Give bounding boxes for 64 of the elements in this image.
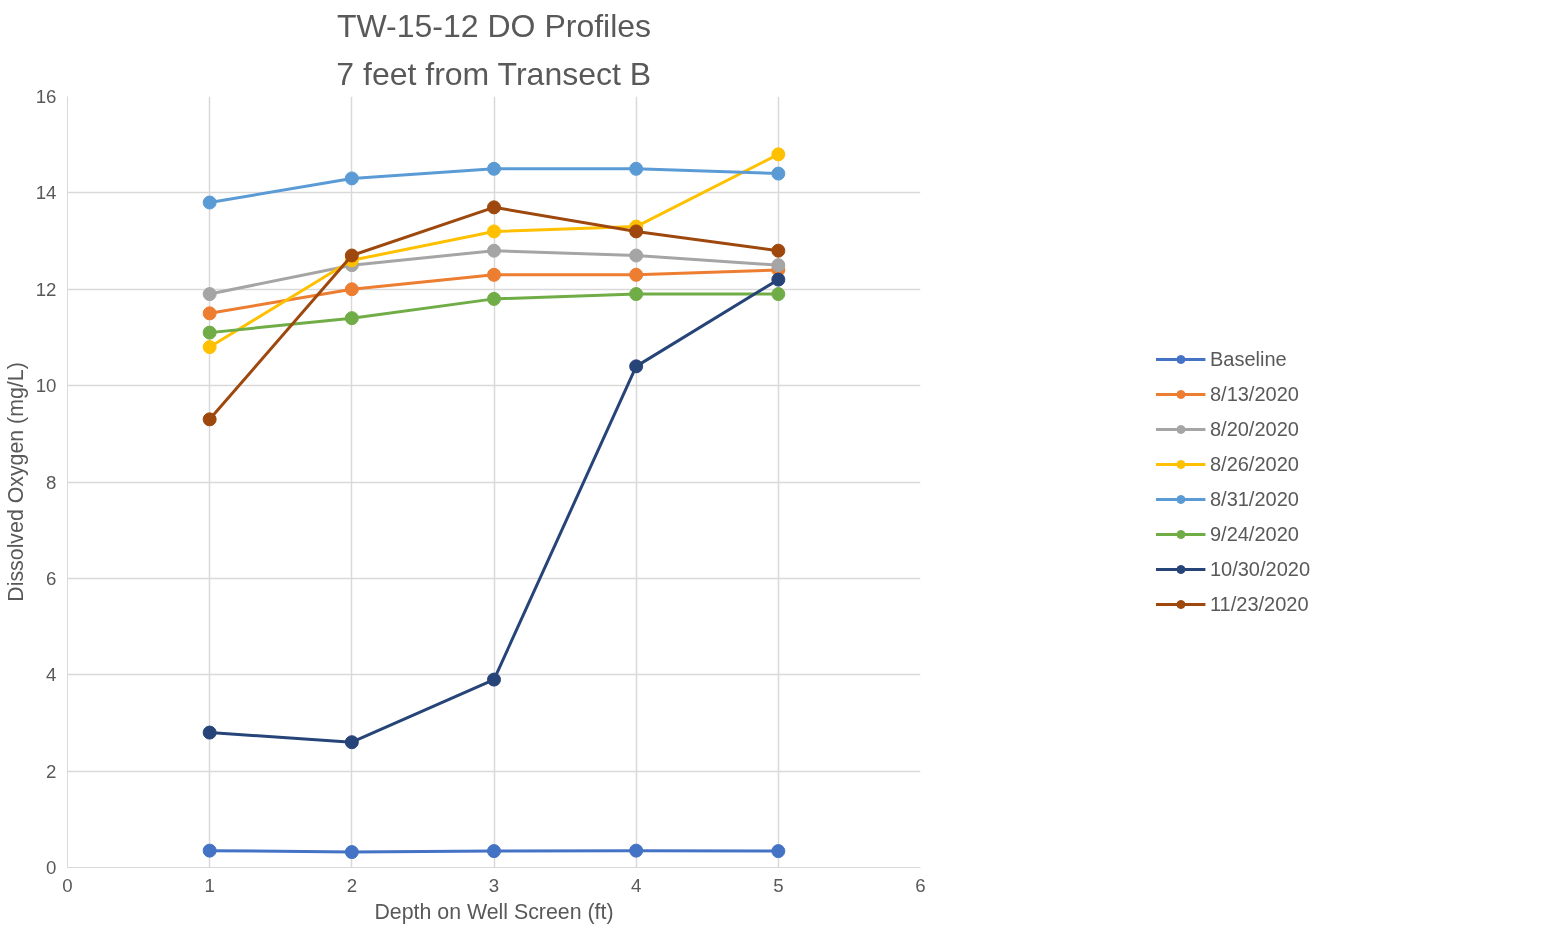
point [202, 340, 217, 355]
point [629, 359, 644, 374]
y-tick-label: 14 [35, 182, 57, 204]
legend-label: 9/24/2020 [1209, 522, 1299, 546]
x-tick-label: 2 [346, 874, 358, 896]
legend-label: 11/23/2020 [1209, 592, 1309, 616]
legend-label: 8/26/2020 [1209, 452, 1299, 476]
point [344, 735, 359, 750]
point [771, 147, 786, 162]
y-tick-label: 4 [46, 664, 57, 686]
point [487, 267, 501, 282]
chart-title: TW-15-12 DO Profiles [336, 7, 652, 44]
x-axis-title: Depth on Well Screen (ft) [374, 899, 614, 924]
y-tick-label: 6 [46, 567, 57, 589]
x-tick-label: 6 [915, 874, 926, 896]
legend-label: Baseline [1209, 347, 1287, 371]
point [487, 672, 501, 687]
point [629, 224, 644, 239]
x-tick-label: 1 [204, 874, 215, 896]
point [487, 243, 501, 258]
point [344, 282, 359, 297]
point [629, 287, 644, 302]
y-tick-label: 16 [35, 86, 57, 107]
y-axis-title: Dissolved Oxygen (mg/L) [3, 362, 28, 602]
y-tick-label: 2 [46, 760, 57, 782]
point [629, 248, 644, 263]
point [202, 287, 217, 302]
point [771, 243, 786, 258]
point [771, 166, 786, 181]
point [202, 412, 217, 427]
x-tick-label: 4 [630, 874, 642, 896]
point [202, 306, 217, 321]
point [771, 287, 786, 302]
x-tick-label: 3 [488, 874, 500, 896]
x-tick-label: 5 [773, 874, 784, 896]
legend-label: 8/13/2020 [1209, 382, 1299, 406]
point [487, 161, 501, 176]
point [771, 844, 786, 859]
chart-subtitle: 7 feet from Transect B [336, 55, 652, 92]
point [487, 224, 501, 239]
point [344, 311, 359, 326]
legend-label: 8/31/2020 [1209, 487, 1299, 511]
point [202, 325, 217, 340]
legend-label: 8/20/2020 [1209, 417, 1299, 441]
point [771, 272, 786, 287]
y-tick-label: 0 [46, 857, 57, 878]
point [629, 843, 644, 858]
x-tick-label: 0 [62, 874, 73, 896]
point [344, 248, 359, 263]
point [629, 267, 644, 282]
point [487, 200, 501, 215]
point [202, 843, 217, 858]
point [487, 844, 501, 859]
point [202, 725, 217, 740]
point [771, 258, 786, 273]
y-tick-label: 8 [46, 471, 57, 493]
point [487, 291, 501, 306]
point [202, 195, 217, 210]
legend-label: 10/30/2020 [1209, 557, 1311, 581]
y-tick-label: 12 [35, 278, 57, 300]
point [344, 845, 359, 860]
y-tick-label: 10 [35, 375, 57, 397]
point [629, 161, 644, 176]
point [344, 171, 359, 186]
